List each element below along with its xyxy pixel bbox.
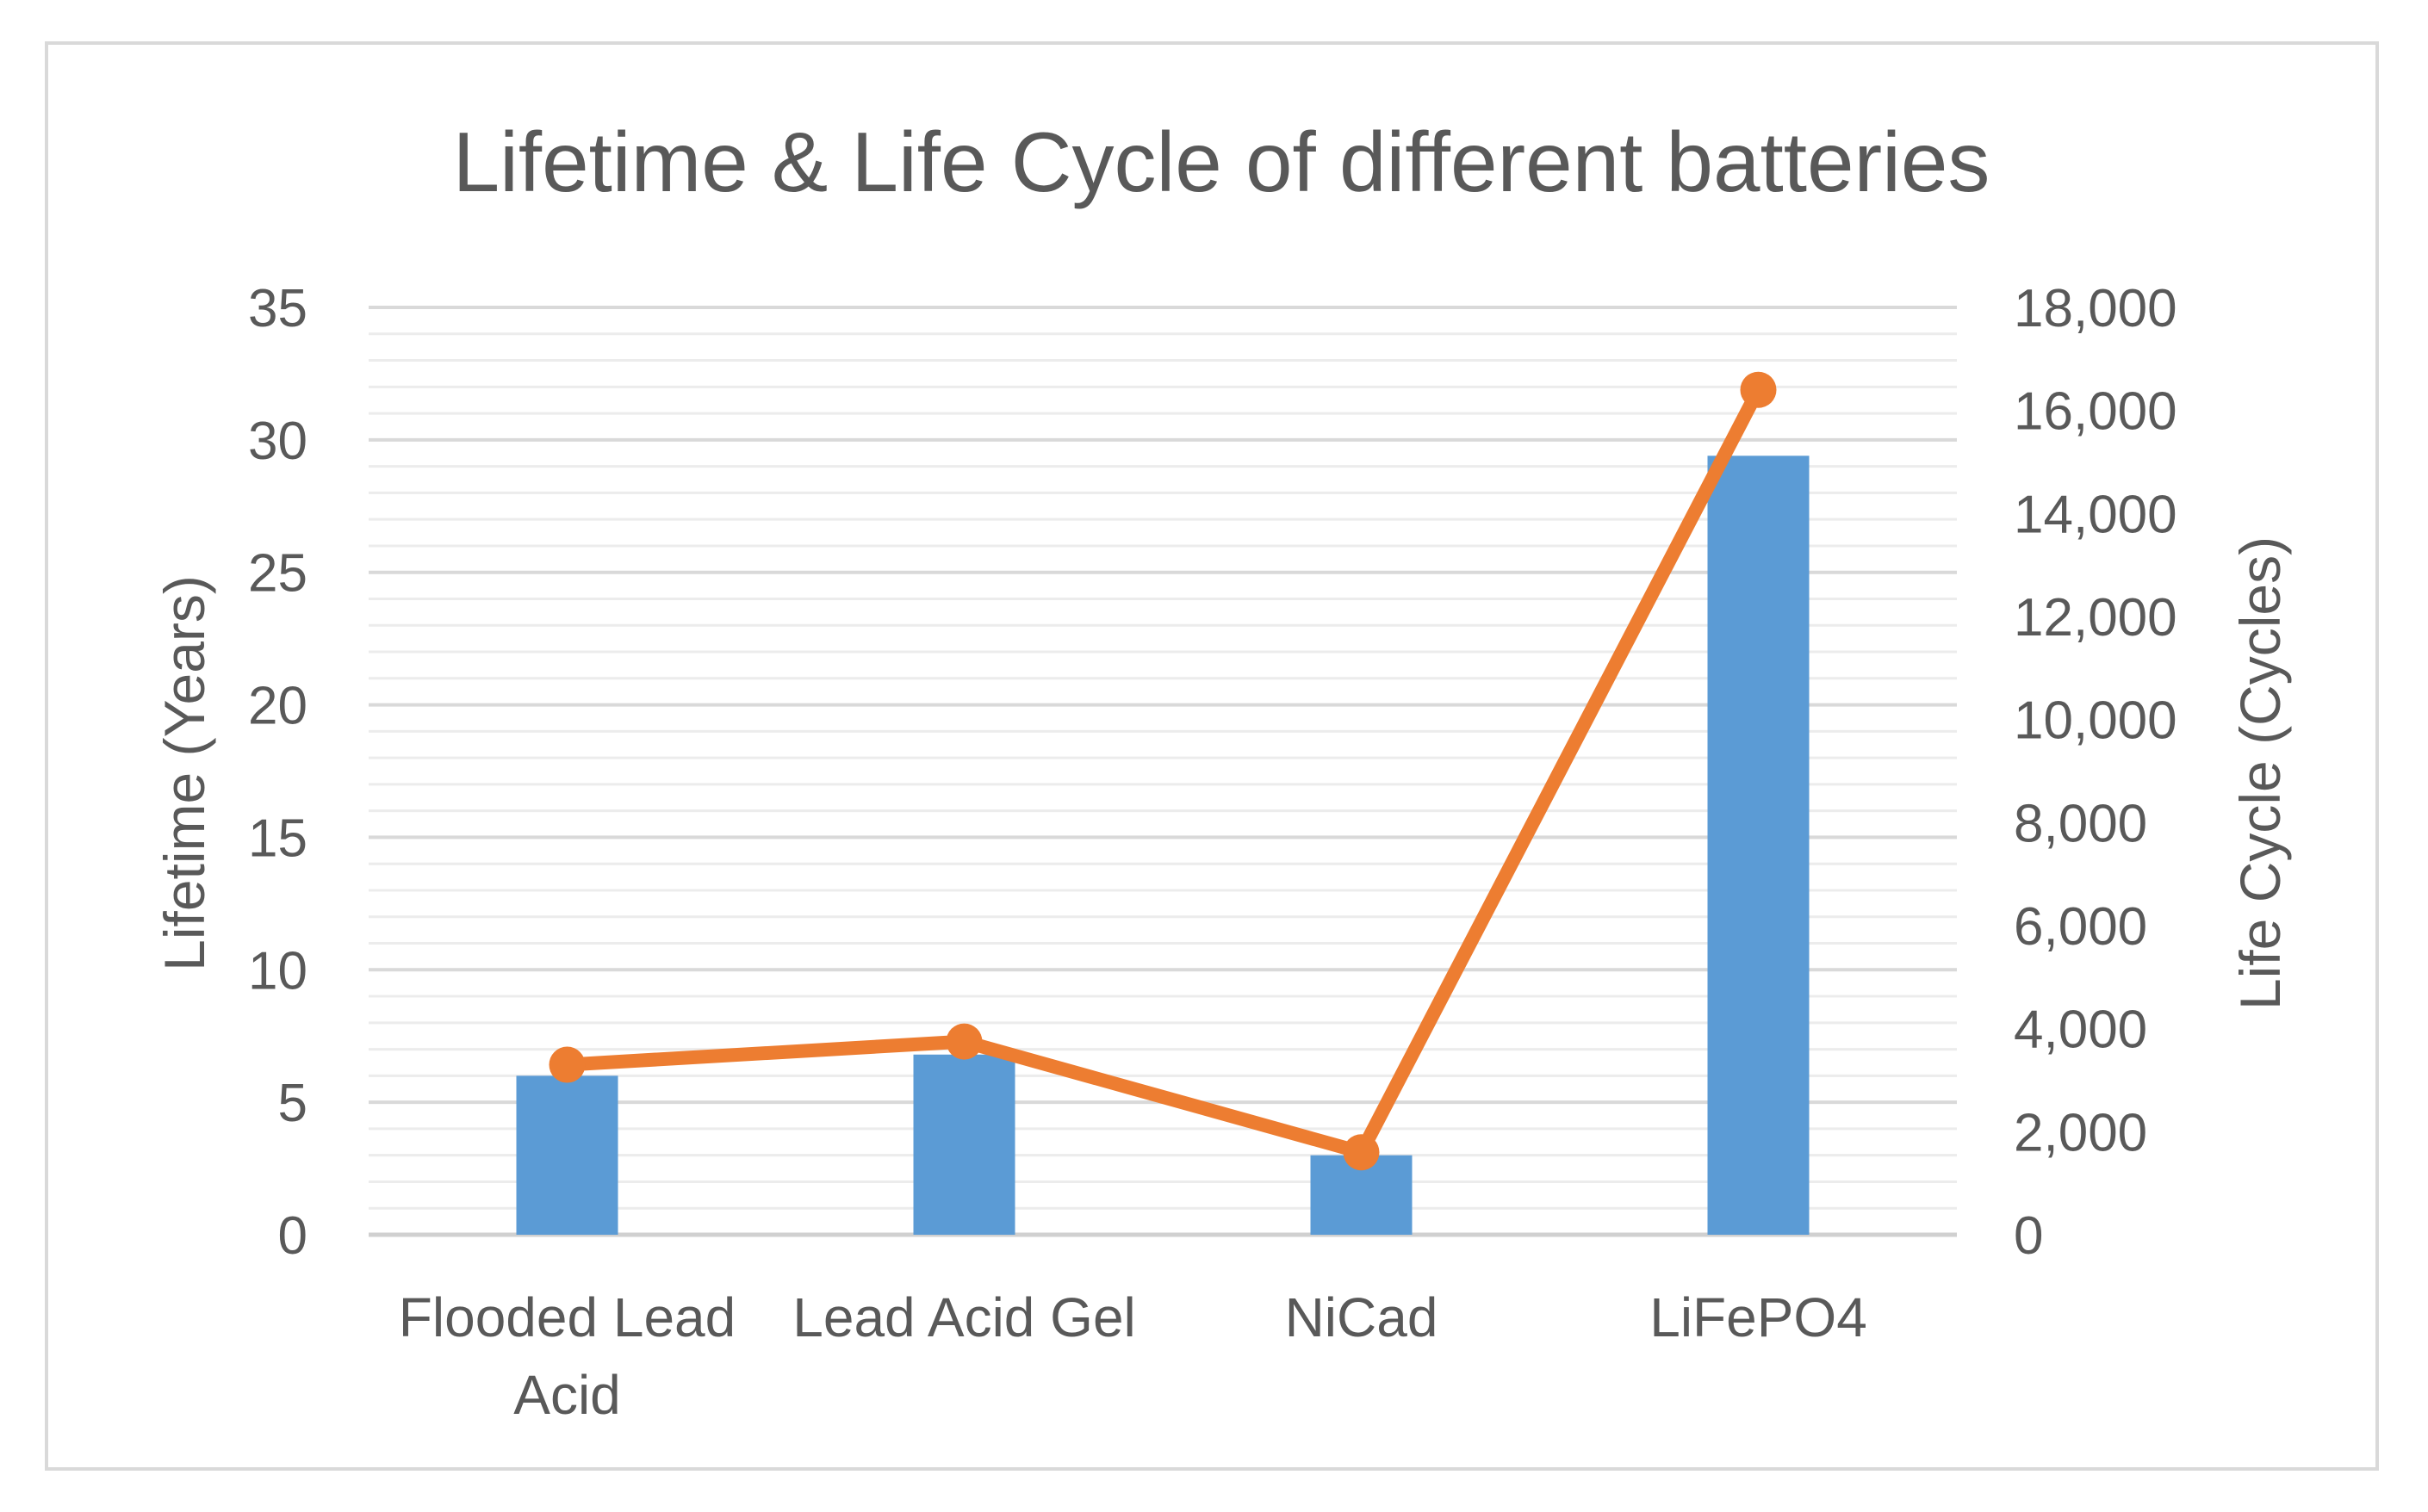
left-tick-label: 25 [248, 544, 307, 604]
left-tick-label: 30 [248, 412, 307, 471]
point-flooded-lead-acid [549, 1046, 586, 1083]
point-lifepo4 [1740, 371, 1777, 408]
right-axis-ticks: 0 2,000 4,000 6,000 8,000 10,000 12,000 14,000 1… [2014, 279, 2177, 1266]
bar-flooded-lead-acid [516, 1075, 618, 1235]
left-tick-label: 5 [278, 1074, 307, 1133]
line-series [549, 371, 1777, 1171]
right-tick-label: 0 [2014, 1206, 2043, 1266]
left-axis-title: Lifetime (Years) [152, 575, 216, 971]
left-tick-label: 35 [248, 279, 307, 338]
category-label: Acid [513, 1364, 621, 1426]
bar-series [516, 455, 1810, 1235]
category-label: Flooded Lead [399, 1286, 736, 1348]
life-cycle-line [560, 382, 1766, 1160]
right-tick-label: 6,000 [2014, 897, 2147, 957]
left-tick-label: 15 [248, 809, 307, 868]
right-tick-label: 16,000 [2014, 382, 2177, 442]
category-label: NiCad [1285, 1286, 1438, 1348]
chart-title: Lifetime & Life Cycle of different batte… [453, 115, 1990, 209]
right-tick-label: 4,000 [2014, 1001, 2147, 1060]
category-axis-labels: Flooded Lead Acid Lead Acid Gel NiCad LiFePO… [399, 1286, 1867, 1426]
point-nicad [1343, 1134, 1380, 1171]
right-tick-label: 10,000 [2014, 691, 2177, 751]
left-tick-label: 0 [278, 1206, 307, 1266]
category-label: Lead Acid Gel [792, 1286, 1136, 1348]
right-tick-label: 14,000 [2014, 485, 2177, 544]
left-axis-ticks: 0 5 10 15 20 25 30 35 [248, 279, 307, 1266]
gridlines [369, 306, 1957, 1237]
left-tick-label: 20 [248, 677, 307, 736]
right-axis-title: Life Cycle (Cycles) [2228, 536, 2292, 1010]
bar-lead-acid-gel [913, 1054, 1015, 1235]
bar-lifepo4 [1707, 455, 1810, 1235]
right-tick-label: 12,000 [2014, 588, 2177, 648]
chart-frame [45, 41, 2379, 1471]
left-tick-label: 10 [248, 941, 307, 1001]
point-lead-acid-gel [946, 1023, 983, 1060]
right-tick-label: 8,000 [2014, 794, 2147, 853]
category-label: LiFePO4 [1649, 1286, 1867, 1348]
right-tick-label: 2,000 [2014, 1103, 2147, 1162]
right-tick-label: 18,000 [2014, 279, 2177, 338]
